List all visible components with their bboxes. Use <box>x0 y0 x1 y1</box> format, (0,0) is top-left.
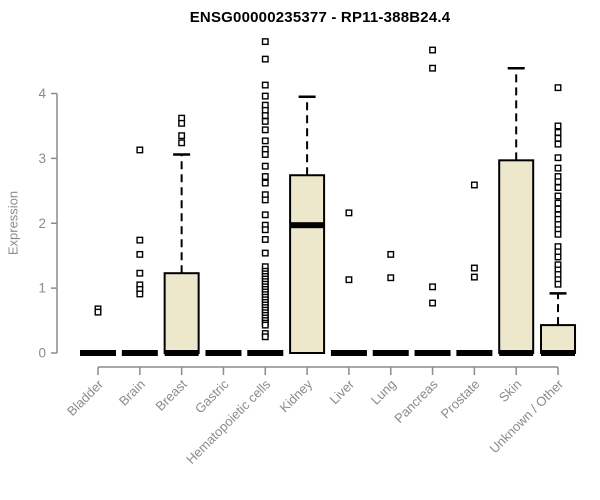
box-lung <box>372 350 409 356</box>
outlier-hematopoietic-cells <box>261 226 269 234</box>
outlier-unknown-other <box>554 230 562 238</box>
box-prostate <box>456 350 493 356</box>
outlier-unknown-other <box>554 199 562 207</box>
outlier-hematopoietic-cells <box>261 179 269 187</box>
median-skin <box>499 350 534 356</box>
outlier-unknown-other <box>554 128 562 136</box>
outlier-hematopoietic-cells <box>261 333 269 341</box>
outlier-unknown-other <box>554 205 562 213</box>
outlier-hematopoietic-cells <box>261 173 269 180</box>
outlier-prostate <box>470 181 478 189</box>
outlier-hematopoietic-cells <box>261 117 269 125</box>
outlier-pancreas <box>429 299 437 307</box>
x-tick-label-unknown-other: Unknown / Other <box>487 376 567 456</box>
outlier-unknown-other <box>554 164 562 172</box>
box-bladder <box>80 350 116 356</box>
outlier-lung <box>387 250 395 258</box>
x-tick-label-lung: Lung <box>368 377 399 408</box>
outlier-bladder <box>94 308 102 316</box>
median-breast <box>164 350 199 356</box>
outlier-unknown-other <box>554 280 562 288</box>
outlier-hematopoietic-cells <box>261 321 269 329</box>
outlier-hematopoietic-cells <box>261 196 269 204</box>
x-tick-label-bladder: Bladder <box>64 376 107 419</box>
y-tick-label: 3 <box>38 151 46 166</box>
outlier-pancreas <box>429 46 437 54</box>
x-tick-label-skin: Skin <box>496 377 524 405</box>
outlier-hematopoietic-cells <box>261 162 269 170</box>
outlier-breast <box>178 119 186 127</box>
x-tick-label-gastric: Gastric <box>192 376 232 416</box>
outlier-pancreas <box>429 64 437 72</box>
median-unknown-other <box>541 350 576 356</box>
x-tick-label-prostate: Prostate <box>438 377 483 422</box>
outlier-liver <box>345 276 353 284</box>
outlier-hematopoietic-cells <box>261 38 269 46</box>
outlier-brain <box>136 290 144 298</box>
box-liver <box>330 350 367 356</box>
y-tick-label: 4 <box>38 86 46 101</box>
outlier-prostate <box>470 264 478 272</box>
box-pancreas <box>414 350 451 356</box>
outlier-unknown-other <box>554 84 562 92</box>
outlier-liver <box>345 209 353 217</box>
box-kidney <box>289 174 326 354</box>
y-tick-label: 1 <box>38 281 46 296</box>
outlier-hematopoietic-cells <box>261 126 269 134</box>
x-tick-label-liver: Liver <box>327 376 358 407</box>
outlier-unknown-other <box>554 134 562 142</box>
outlier-brain <box>136 250 144 258</box>
box-hematopoietic-cells <box>247 350 284 356</box>
outlier-hematopoietic-cells <box>261 211 269 219</box>
box-breast <box>163 272 200 354</box>
outlier-breast <box>178 139 186 147</box>
y-tick-label: 2 <box>38 216 46 231</box>
outlier-hematopoietic-cells <box>261 81 269 89</box>
outlier-hematopoietic-cells <box>261 137 269 145</box>
x-tick-label-brain: Brain <box>116 377 148 409</box>
outlier-hematopoietic-cells <box>261 151 269 158</box>
outlier-hematopoietic-cells <box>261 236 269 243</box>
outlier-unknown-other <box>554 192 562 200</box>
outlier-lung <box>387 274 395 282</box>
outlier-unknown-other <box>554 122 562 130</box>
outlier-prostate <box>470 273 478 281</box>
chart-title: ENSG00000235377 - RP11-388B24.4 <box>189 9 451 26</box>
box-skin <box>498 159 535 354</box>
outlier-unknown-other <box>554 184 562 192</box>
box-unknown-other <box>540 324 577 355</box>
outlier-brain <box>136 269 144 277</box>
outlier-brain <box>136 146 144 154</box>
outlier-unknown-other <box>554 140 562 148</box>
y-tick-label: 0 <box>38 346 46 361</box>
outlier-unknown-other <box>554 178 562 186</box>
outlier-hematopoietic-cells <box>261 55 269 63</box>
outlier-breast <box>178 132 186 140</box>
outlier-hematopoietic-cells <box>261 249 269 257</box>
box-brain <box>121 350 158 356</box>
x-tick-label-breast: Breast <box>153 376 190 413</box>
outlier-brain <box>136 236 144 244</box>
box-gastric <box>205 350 242 356</box>
outlier-unknown-other <box>554 253 562 261</box>
outlier-hematopoietic-cells <box>261 112 269 120</box>
outlier-unknown-other <box>554 154 562 162</box>
outlier-hematopoietic-cells <box>261 92 269 100</box>
x-tick-label-kidney: Kidney <box>277 376 316 415</box>
x-tick-label-pancreas: Pancreas <box>391 376 441 426</box>
outlier-pancreas <box>429 283 437 291</box>
median-kidney <box>290 222 325 229</box>
